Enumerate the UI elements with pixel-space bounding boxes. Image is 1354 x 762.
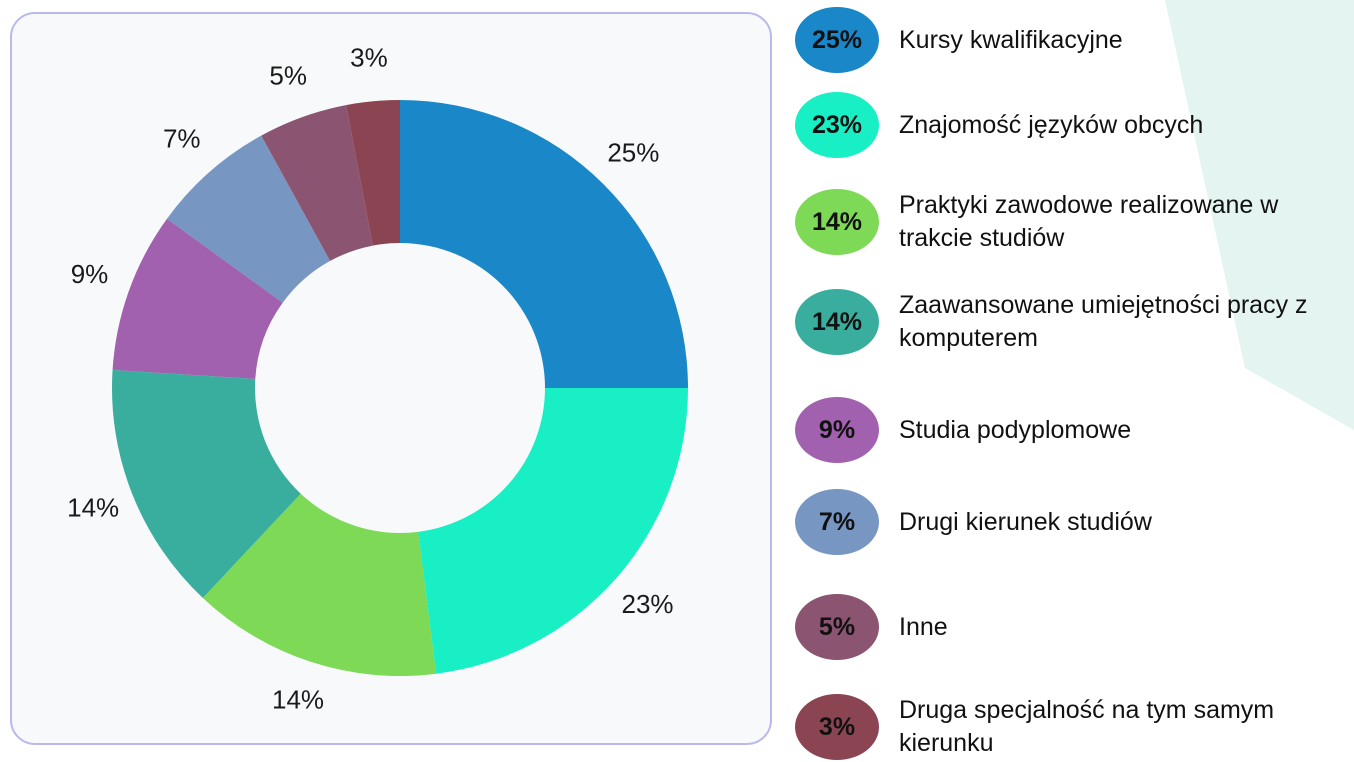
data-label: 14% [67,492,119,522]
legend-item: 25% Kursy kwalifikacyjne [795,7,1350,73]
slice [167,135,331,303]
data-label: 9% [71,259,109,289]
legend-badge: 14% [795,289,879,355]
legend-badge: 9% [795,397,879,463]
legend-badge: 3% [795,694,879,760]
legend-label: Znajomość języków obcych [899,110,1204,139]
slice [400,100,688,388]
legend-badge: 14% [795,189,879,255]
slice [111,369,301,598]
slice [202,493,437,676]
legend-label: Inne [899,612,948,641]
legend-item: 7% Drugi kierunek studiów [795,489,1350,555]
data-label: 7% [163,123,201,153]
legend-item: 5% Inne [795,594,1350,660]
slice [112,218,283,379]
data-label: 5% [269,60,307,90]
slice [346,100,400,246]
slice [418,388,688,674]
legend-item: 14% Praktyki zawodowe realizowane w trakc… [795,189,1350,255]
background-shape [1165,0,1354,430]
legend-badge: 25% [795,7,879,73]
legend-item: 23% Znajomość języków obcych [795,92,1350,158]
data-label: 23% [622,589,674,619]
data-label: 14% [272,685,324,715]
legend-item: 9% Studia podyplomowe [795,397,1350,463]
legend-label: Studia podyplomowe [899,415,1132,444]
legend-item: 3% Druga specjalność na tym samym kierunk… [795,694,1350,760]
legend-badge: 7% [795,489,879,555]
data-label: 25% [607,138,659,168]
legend-label: Kursy kwalifikacyjne [899,25,1123,54]
data-label: 3% [350,42,388,72]
legend-label: Drugi kierunek studiów [899,507,1152,536]
legend-label: Druga specjalność na tym samym kierunku [899,696,1275,757]
legend-item: 14% Zaawansowane umiejętności pracy z kom… [795,289,1350,355]
legend-label: Zaawansowane umiejętności pracy z komput… [899,291,1308,352]
legend-badge: 23% [795,92,879,158]
legend-label: Praktyki zawodowe realizowane w trakcie … [899,191,1279,252]
legend-badge: 5% [795,594,879,660]
donut [111,100,688,676]
slice [261,105,373,261]
